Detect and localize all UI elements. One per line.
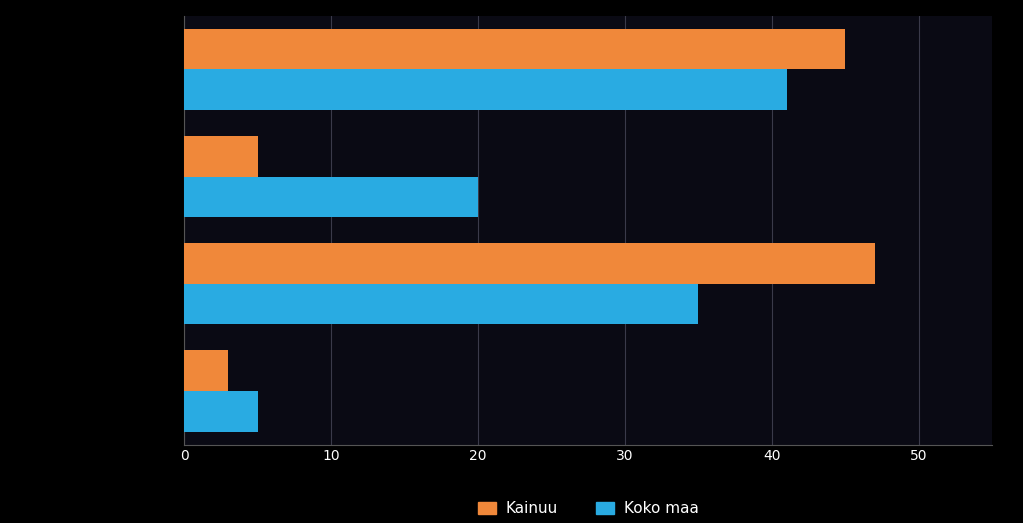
Bar	[184, 29, 845, 70]
Bar	[184, 136, 258, 177]
Bar	[184, 283, 699, 324]
Bar	[184, 243, 875, 283]
Bar	[184, 177, 478, 217]
Legend: Kainuu, Koko maa: Kainuu, Koko maa	[472, 495, 705, 522]
Bar	[184, 391, 258, 431]
Bar	[184, 70, 787, 110]
Bar	[184, 350, 228, 391]
